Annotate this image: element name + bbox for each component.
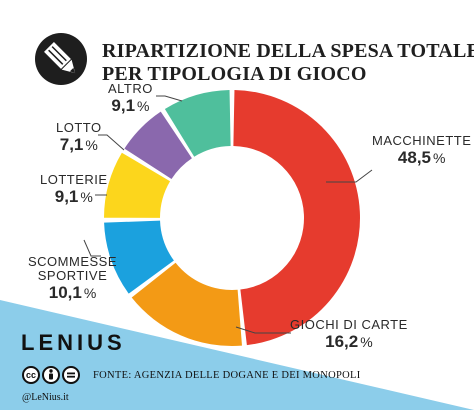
label-macchinette-value: 48,5: [397, 148, 432, 167]
label-altro-unit: %: [137, 98, 150, 114]
chart-title: RIPARTIZIONE DELLA SPESA TOTALE PER TIPO…: [102, 40, 474, 86]
label-macchinette-unit: %: [433, 150, 446, 166]
label-giochi-di-carte: GIOCHI DI CARTE 16,2%: [290, 318, 408, 352]
label-scommesse-unit: %: [83, 285, 97, 301]
label-altro-value: 9,1: [111, 96, 136, 115]
label-altro-name: ALTRO: [108, 81, 153, 96]
donut-slice-lotterie: [104, 152, 171, 218]
source-note: FONTE: AGENZIA DELLE DOGANE E DEI MONOPO…: [93, 370, 361, 381]
chart-title-line-2: PER TIPOLOGIA DI GIOCO: [102, 63, 367, 85]
label-giochi-di-carte-name: GIOCHI DI CARTE: [290, 317, 408, 332]
label-scommesse-name-2: SPORTIVE: [37, 268, 108, 283]
donut-slice-giochi-di-carte: [131, 262, 242, 346]
label-lotto-value: 7,1: [59, 135, 84, 154]
leader-line-altro: [156, 95, 183, 102]
donut-chart: [104, 90, 361, 346]
label-leader-lines: [83, 95, 373, 334]
footer-band: [0, 300, 474, 410]
leader-line-giochi-di-carte: [235, 326, 291, 334]
donut-slice-macchinette: [233, 90, 361, 346]
label-macchinette-name: MACCHINETTE: [372, 133, 472, 148]
leader-line-scommesse: [83, 239, 101, 257]
donut-slice-lotto: [124, 111, 192, 179]
pencil-logo-icon: [35, 33, 87, 85]
label-lotto-unit: %: [85, 137, 98, 153]
label-scommesse: SCOMMESSE SPORTIVE 10,1%: [28, 255, 117, 303]
label-lotterie-value: 9,1: [54, 187, 79, 206]
label-scommesse-value: 10,1: [48, 283, 82, 302]
leader-line-lotto: [98, 134, 125, 151]
label-macchinette: MACCHINETTE 48,5%: [372, 134, 471, 168]
license-icons: cc: [22, 366, 80, 384]
by-icon: [42, 366, 60, 384]
cc-icon: cc: [22, 366, 40, 384]
label-lotto-name: LOTTO: [56, 120, 102, 135]
label-altro: ALTRO 9,1%: [108, 82, 153, 116]
label-scommesse-name-1: SCOMMESSE: [28, 254, 118, 269]
label-giochi-di-carte-unit: %: [360, 334, 373, 350]
label-lotterie-name: LOTTERIE: [40, 172, 108, 187]
donut-slice-scommesse-sportive: [104, 220, 174, 294]
nd-icon: [62, 366, 80, 384]
label-giochi-di-carte-value: 16,2: [325, 332, 359, 351]
social-handle: @LeNius.it: [22, 392, 69, 403]
donut-slice-altro: [164, 90, 231, 157]
label-lotterie-unit: %: [80, 189, 93, 205]
leader-line-macchinette: [326, 169, 373, 183]
label-lotto: LOTTO 7,1%: [56, 121, 102, 155]
label-lotterie: LOTTERIE 9,1%: [40, 173, 108, 207]
brand-logo: LENIUS: [21, 330, 126, 355]
chart-title-line-1: RIPARTIZIONE DELLA SPESA TOTALE: [102, 40, 474, 62]
